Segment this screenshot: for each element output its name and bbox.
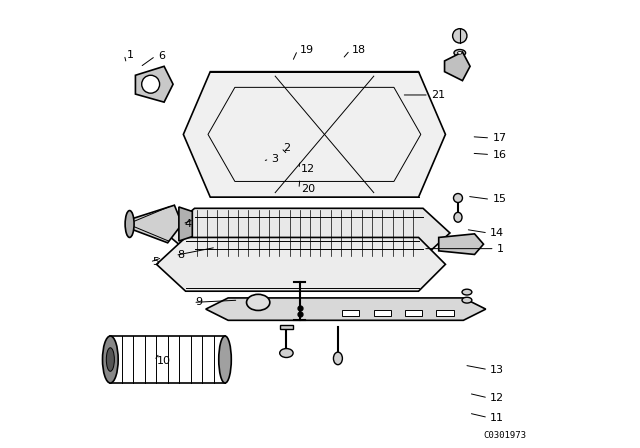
Circle shape: [141, 75, 159, 93]
Ellipse shape: [462, 289, 472, 295]
Text: 1: 1: [127, 50, 134, 60]
Text: 5: 5: [152, 257, 159, 267]
Text: 8: 8: [177, 250, 185, 260]
Text: 3: 3: [271, 154, 278, 164]
Circle shape: [452, 29, 467, 43]
Polygon shape: [165, 208, 450, 258]
Text: 20: 20: [301, 184, 316, 194]
Ellipse shape: [454, 49, 466, 56]
Text: 12: 12: [490, 393, 504, 403]
Polygon shape: [179, 207, 192, 241]
Text: C0301973: C0301973: [483, 431, 526, 440]
Text: 13: 13: [490, 365, 504, 375]
Polygon shape: [206, 298, 486, 320]
Text: 2: 2: [284, 143, 291, 153]
Ellipse shape: [462, 297, 472, 303]
Text: 21: 21: [431, 90, 445, 100]
Bar: [436, 310, 454, 316]
Text: 11: 11: [490, 413, 504, 422]
Text: 19: 19: [300, 45, 314, 55]
Circle shape: [454, 194, 463, 202]
Text: 6: 6: [158, 51, 165, 61]
Ellipse shape: [454, 212, 462, 222]
Text: 14: 14: [490, 228, 504, 238]
Text: 16: 16: [493, 150, 506, 159]
Polygon shape: [439, 234, 484, 254]
Text: 1: 1: [497, 244, 504, 254]
Ellipse shape: [280, 349, 293, 358]
Text: 12: 12: [301, 164, 316, 174]
Polygon shape: [157, 237, 445, 291]
Ellipse shape: [333, 352, 342, 365]
Ellipse shape: [246, 294, 270, 310]
Bar: [342, 310, 360, 316]
Polygon shape: [445, 52, 470, 81]
Polygon shape: [184, 72, 445, 197]
Ellipse shape: [458, 52, 462, 54]
Ellipse shape: [219, 336, 231, 383]
Bar: [280, 325, 293, 329]
Bar: [405, 310, 422, 316]
Text: 4: 4: [185, 219, 192, 229]
Text: 15: 15: [493, 194, 506, 204]
Polygon shape: [136, 66, 173, 102]
Bar: [374, 310, 391, 316]
Text: 10: 10: [157, 356, 170, 366]
Ellipse shape: [106, 348, 115, 371]
Text: 9: 9: [195, 297, 203, 307]
Polygon shape: [130, 205, 182, 243]
Text: 17: 17: [493, 133, 507, 143]
Text: 18: 18: [352, 45, 366, 55]
Ellipse shape: [102, 336, 118, 383]
Ellipse shape: [125, 211, 134, 237]
